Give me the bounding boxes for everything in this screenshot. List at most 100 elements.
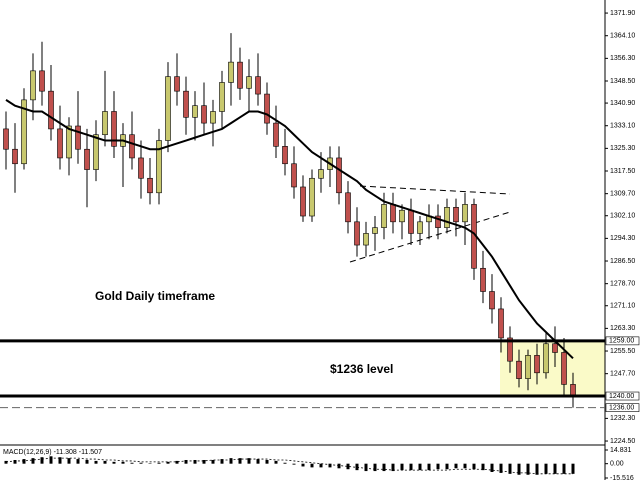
candle-body xyxy=(372,227,378,234)
candle-body xyxy=(408,209,414,234)
y-tick-label: 1309.70 xyxy=(610,191,635,198)
histogram-bar xyxy=(355,463,359,471)
histogram-bar xyxy=(157,462,161,464)
histogram-bar xyxy=(562,463,566,474)
y-tick-label: 1333.10 xyxy=(610,123,635,130)
y-tick-label: 1371.90 xyxy=(610,10,635,17)
y-tick-label: 1364.10 xyxy=(610,33,635,40)
y-tick-label: 1232.30 xyxy=(610,415,635,422)
candle-body xyxy=(219,82,225,112)
histogram-bar xyxy=(328,463,332,468)
histogram-bar xyxy=(364,463,368,472)
candle-body xyxy=(39,70,45,92)
histogram-bar xyxy=(229,458,233,464)
histogram-bar xyxy=(274,460,278,464)
signal-line xyxy=(5,457,573,475)
candle-body xyxy=(417,221,423,234)
candle-body xyxy=(183,90,189,118)
histogram-bar xyxy=(400,463,404,471)
histogram-bar xyxy=(22,459,26,464)
macd-title: MACD(12,26,9) -11.308 -11.507 xyxy=(3,449,102,456)
histogram-bar xyxy=(184,459,188,464)
y-tick-label: 1247.70 xyxy=(610,371,635,378)
candle-body xyxy=(291,163,297,188)
histogram-bar xyxy=(202,459,206,464)
candle-body xyxy=(156,140,162,194)
candle-body xyxy=(138,157,144,179)
y-tick-label: 1286.50 xyxy=(610,258,635,265)
histogram-bar xyxy=(13,459,17,464)
candle-body xyxy=(255,76,261,95)
candle-body xyxy=(525,355,531,379)
histogram-bar xyxy=(94,460,98,464)
level-label: 1236.00 xyxy=(609,404,634,411)
y-tick-label: 1356.30 xyxy=(610,55,635,62)
candle-body xyxy=(21,99,27,165)
candle-body xyxy=(345,192,351,223)
candle-body xyxy=(102,111,108,136)
histogram-bar xyxy=(238,458,242,464)
histogram-bar xyxy=(58,457,62,464)
histogram-bar xyxy=(40,457,44,464)
level-box xyxy=(605,403,640,412)
histogram-bar xyxy=(553,463,557,474)
y-tick-label: 1224.50 xyxy=(610,438,635,445)
histogram-bar xyxy=(481,463,485,471)
histogram-bar xyxy=(517,463,521,475)
y-tick-label: 1271.10 xyxy=(610,303,635,310)
y-tick-label: 1348.50 xyxy=(610,78,635,85)
candle-body xyxy=(12,148,18,165)
histogram-bar xyxy=(427,463,431,471)
histogram-bar xyxy=(211,459,215,464)
candle-body xyxy=(264,93,270,124)
candle-body xyxy=(66,125,72,159)
candle-body xyxy=(165,76,171,141)
candle-body xyxy=(75,125,81,150)
level-box xyxy=(605,391,640,401)
histogram-bar xyxy=(220,459,224,464)
candle-body xyxy=(48,90,54,130)
histogram-bar xyxy=(139,462,143,464)
annotation: $1236 level xyxy=(330,362,393,376)
candle-body xyxy=(444,207,450,228)
y-tick-label: 1302.10 xyxy=(610,213,635,220)
candle-body xyxy=(363,233,369,246)
histogram-bar xyxy=(544,463,548,474)
y-tick-label: 1278.70 xyxy=(610,281,635,288)
histogram-bar xyxy=(472,463,476,470)
candle-body xyxy=(318,169,324,179)
histogram-bar xyxy=(292,463,296,465)
candle-body xyxy=(3,128,9,150)
candle-body xyxy=(129,134,135,159)
histogram-bar xyxy=(445,463,449,470)
histogram-bar xyxy=(571,463,575,474)
candle-body xyxy=(354,221,360,246)
y-tick-label: 14.831 xyxy=(610,447,632,454)
level-label: 1240.00 xyxy=(609,393,634,400)
moving-average xyxy=(5,99,574,360)
histogram-bar xyxy=(499,463,503,473)
y-tick-label: 1263.30 xyxy=(610,325,635,332)
histogram-bar xyxy=(247,458,251,464)
level-label: 1259.00 xyxy=(609,338,634,345)
candle-body xyxy=(552,343,558,353)
histogram-bar xyxy=(256,459,260,464)
histogram-bar xyxy=(391,463,395,472)
histogram-bar xyxy=(463,463,467,469)
candle-body xyxy=(84,148,90,170)
histogram-bar xyxy=(130,462,134,464)
candle-body xyxy=(534,355,540,374)
y-tick-label: 1340.90 xyxy=(610,100,635,107)
histogram-bar xyxy=(373,463,377,472)
candle-body xyxy=(399,209,405,223)
candle-body xyxy=(282,146,288,165)
candle-body xyxy=(201,105,207,124)
histogram-bar xyxy=(67,458,71,464)
histogram-bar xyxy=(193,459,197,464)
histogram-bar xyxy=(490,463,494,472)
histogram-bar xyxy=(166,461,170,464)
histogram-bar xyxy=(526,463,530,475)
histogram-bar xyxy=(85,459,89,464)
